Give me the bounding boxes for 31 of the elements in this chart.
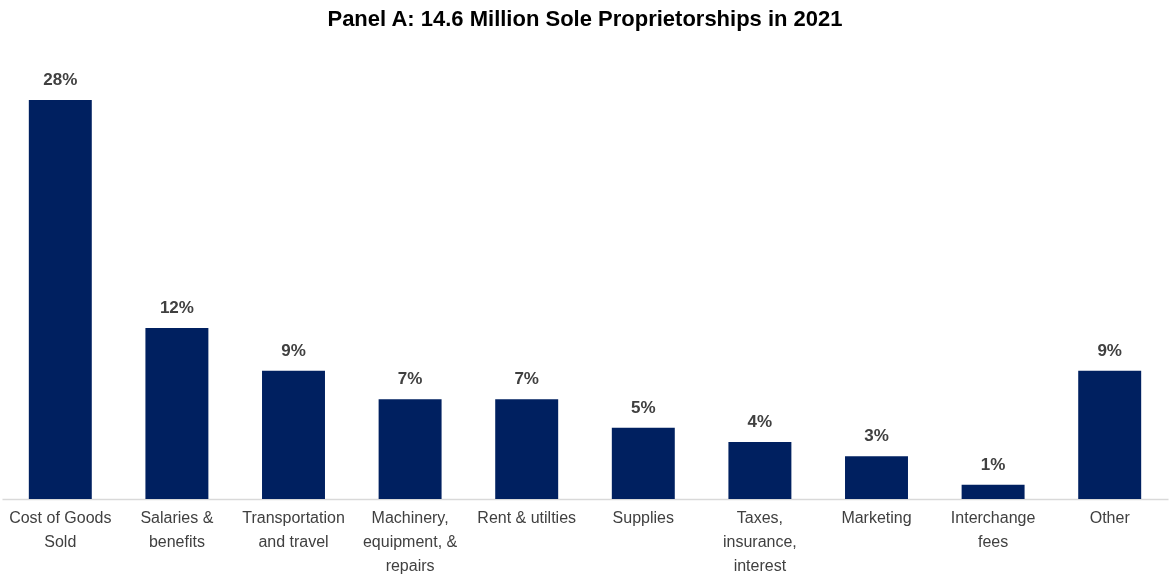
x-tick-label: Marketing bbox=[841, 508, 912, 526]
bar bbox=[961, 484, 1025, 499]
data-label: 5% bbox=[631, 397, 656, 417]
data-label: 3% bbox=[864, 426, 889, 446]
x-tick-label: Other bbox=[1089, 508, 1131, 526]
data-label: 28% bbox=[43, 70, 78, 89]
data-label: 7% bbox=[514, 369, 539, 389]
bar bbox=[495, 399, 559, 499]
data-label: 4% bbox=[747, 412, 773, 431]
data-label: 9% bbox=[1097, 340, 1122, 360]
x-tick-label: Salaries & benefits bbox=[140, 508, 214, 550]
bar bbox=[728, 442, 792, 499]
bar bbox=[845, 456, 908, 499]
data-label: 12% bbox=[159, 298, 194, 317]
chart-title: Panel A: 14.6 Million Sole Proprietorships in 2021 bbox=[327, 6, 843, 31]
data-label: 1% bbox=[980, 454, 1006, 474]
x-tick-label: Cost of Goods Sold bbox=[9, 508, 112, 550]
bar bbox=[145, 328, 209, 499]
bar bbox=[611, 427, 675, 499]
bar bbox=[28, 100, 92, 499]
bar bbox=[262, 370, 325, 499]
data-label: 7% bbox=[397, 369, 423, 389]
bar bbox=[378, 399, 442, 499]
x-tick-label: Machinery, equipment, & repairs bbox=[362, 508, 458, 574]
bar bbox=[1078, 370, 1142, 499]
data-label: 9% bbox=[281, 340, 306, 360]
x-tick-label: Transportation and travel bbox=[242, 508, 345, 550]
x-tick-label: Rent & utilties bbox=[477, 508, 577, 526]
x-tick-label: Supplies bbox=[612, 508, 674, 526]
x-tick-label: Interchange fees bbox=[950, 508, 1036, 550]
x-tick-label: Taxes, insurance, interest bbox=[722, 508, 797, 574]
